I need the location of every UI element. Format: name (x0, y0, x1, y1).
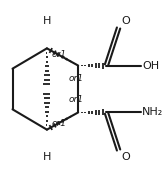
Text: or1: or1 (52, 119, 67, 128)
Text: or1: or1 (69, 74, 84, 83)
Text: O: O (121, 151, 130, 161)
Text: H: H (43, 17, 51, 27)
Text: NH₂: NH₂ (142, 108, 164, 117)
Text: OH: OH (142, 61, 159, 70)
Text: H: H (43, 151, 51, 161)
Text: or1: or1 (69, 95, 84, 104)
Text: or1: or1 (52, 50, 67, 59)
Text: O: O (121, 17, 130, 27)
